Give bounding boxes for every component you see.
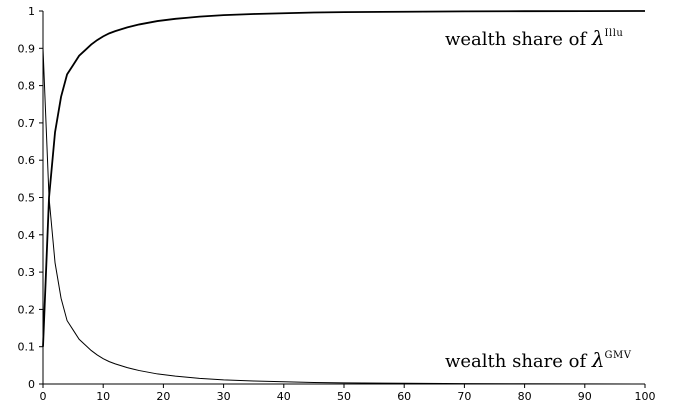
- y-tick-label: 0.8: [18, 80, 36, 93]
- series-line-gmv: [42, 48, 646, 385]
- y-tick-label: 0.7: [18, 117, 36, 130]
- x-tick-label: 30: [217, 390, 231, 403]
- x-tick-label: 90: [578, 390, 592, 403]
- x-tick-label: 60: [397, 390, 411, 403]
- x-tick-label: 70: [457, 390, 471, 403]
- y-ticks: 0 0.1 0.2 0.3 0.4 0.5 0.6 0.7 0.8 0.9 1: [18, 5, 43, 391]
- x-tick-label: 20: [156, 390, 170, 403]
- annotation-illu: wealth share of λIllu: [445, 26, 623, 50]
- annotation-gmv-prefix: wealth share of: [445, 351, 592, 372]
- annotation-illu-symbol: λ: [591, 26, 605, 50]
- x-tick-label: 50: [337, 390, 351, 403]
- y-tick-label: 0.9: [18, 42, 36, 55]
- y-tick-label: 0: [28, 378, 35, 391]
- x-tick-label: 100: [635, 390, 656, 403]
- annotation-gmv: wealth share of λGMV: [445, 348, 632, 372]
- annotation-illu-prefix: wealth share of: [445, 29, 592, 50]
- y-tick-label: 0.1: [18, 341, 36, 354]
- y-tick-label: 0.3: [18, 266, 36, 279]
- annotation-gmv-symbol: λ: [591, 348, 605, 372]
- annotation-illu-superscript: Illu: [605, 28, 624, 39]
- y-tick-label: 0.6: [18, 154, 36, 167]
- x-tick-label: 0: [40, 390, 47, 403]
- series-lines: [42, 10, 646, 385]
- x-tick-label: 10: [96, 390, 110, 403]
- x-tick-label: 80: [518, 390, 532, 403]
- y-tick-label: 0.2: [18, 303, 36, 316]
- x-tick-label: 40: [277, 390, 291, 403]
- x-ticks: 0 10 20 30 40 50 60 70 80 90 100: [40, 384, 656, 403]
- y-tick-label: 0.5: [18, 192, 36, 205]
- series-line-illu: [42, 10, 646, 347]
- axes: [42, 11, 645, 385]
- y-tick-label: 1: [28, 5, 35, 18]
- annotation-gmv-superscript: GMV: [605, 350, 632, 361]
- y-tick-label: 0.4: [18, 229, 36, 242]
